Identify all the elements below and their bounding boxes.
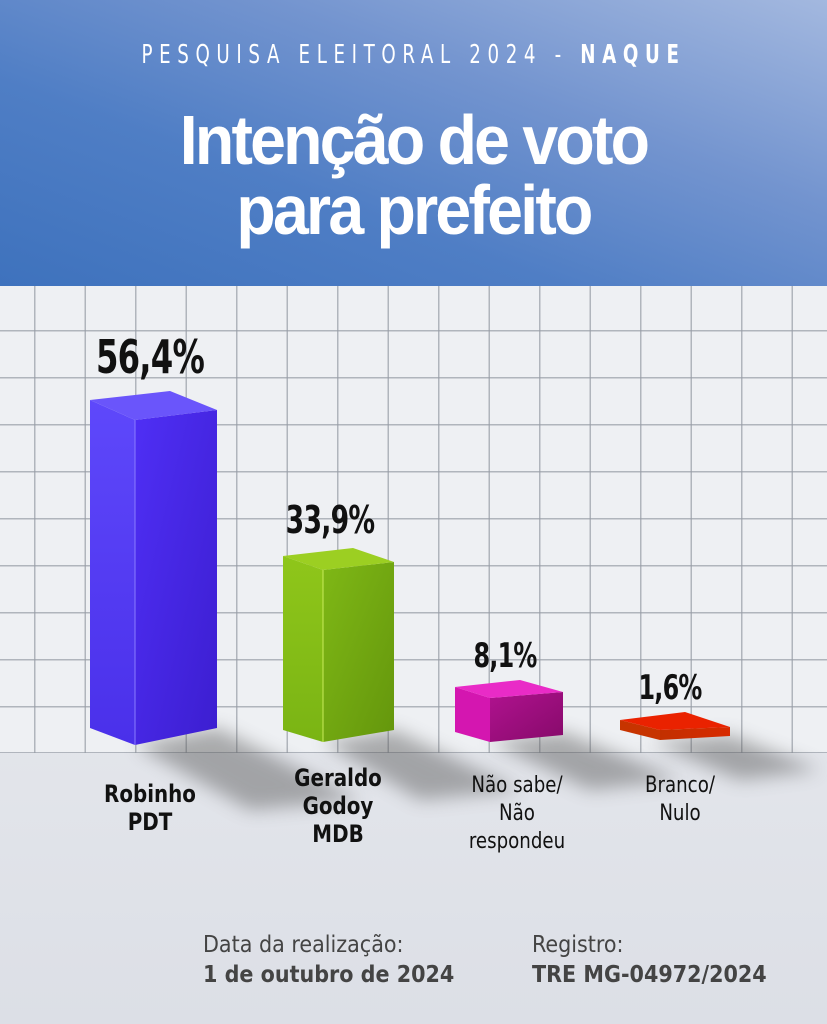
label-line-2: Nulo	[659, 801, 701, 826]
date-label: Data da realização:	[203, 932, 404, 958]
label-line-1: Branco/	[645, 773, 715, 798]
value-label-nao-sabe: 8,1%	[473, 636, 537, 676]
title-line-1: Intenção de voto	[179, 101, 650, 179]
survey-kicker: PESQUISA ELEITORAL 2024 - NAQUE	[91, 40, 736, 70]
category-label-nao-sabe: Não sabe/ Não respondeu	[434, 772, 600, 856]
footer-registry: Registro: TRE MG-04972/2024	[532, 930, 767, 990]
bar-nao-sabe	[455, 680, 563, 742]
category-label-robinho: Robinho PDT	[67, 780, 233, 836]
title-line-2: para prefeito	[236, 171, 593, 249]
bar-geraldo	[283, 548, 394, 742]
value-label-branco: 1,6%	[638, 668, 702, 708]
bar-shadows	[135, 728, 820, 810]
registry-value: TRE MG-04972/2024	[532, 962, 767, 988]
candidate-party: PDT	[127, 808, 173, 836]
candidate-name: Robinho	[104, 780, 196, 808]
label-line-1: Não sabe/	[471, 773, 563, 798]
date-value: 1 de outubro de 2024	[203, 962, 455, 988]
value-label-robinho: 56,4%	[95, 330, 205, 384]
label-line-2: Não	[499, 801, 535, 826]
category-label-branco: Branco/ Nulo	[597, 772, 763, 828]
category-label-geraldo: Geraldo Godoy MDB	[255, 764, 421, 848]
value-label-geraldo: 33,9%	[285, 498, 375, 542]
label-line-3: respondeu	[468, 829, 566, 854]
kicker-prefix: PESQUISA ELEITORAL 2024 -	[141, 40, 581, 70]
kicker-city: NAQUE	[580, 40, 686, 70]
bar-robinho	[90, 391, 217, 745]
header-banner: PESQUISA ELEITORAL 2024 - NAQUE Intenção…	[0, 0, 827, 286]
candidate-last-name: Godoy	[302, 792, 374, 820]
candidate-party: MDB	[312, 820, 364, 848]
bar-branco	[620, 712, 730, 740]
page-title: Intenção de voto para prefeito	[33, 105, 794, 245]
registry-label: Registro:	[532, 932, 624, 958]
footer-date: Data da realização: 1 de outubro de 2024	[203, 930, 454, 990]
candidate-first-name: Geraldo	[294, 764, 382, 792]
